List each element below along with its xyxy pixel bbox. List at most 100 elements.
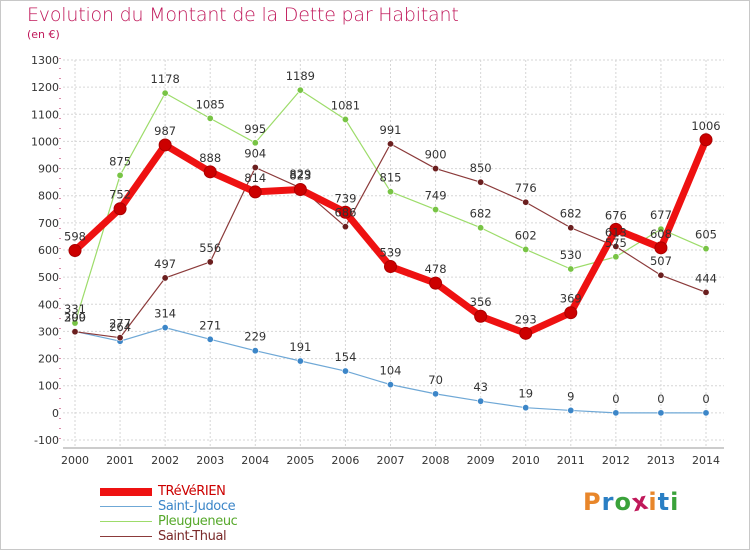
data-label: 823 [289,168,311,182]
x-tick-label: 2004 [241,454,269,467]
data-point [612,242,620,250]
data-label: 682 [560,207,582,221]
data-label: 850 [470,161,492,175]
data-label: 0 [702,392,709,406]
data-label: 613 [605,225,627,239]
proxiti-logo: Proxiti [583,487,680,518]
data-point [386,188,394,196]
legend-label: Saint-Thual [158,529,227,544]
data-point [477,224,485,232]
data-label: 300 [64,310,86,324]
y-tick-label: 1000 [31,135,59,148]
data-label: 1085 [196,97,225,111]
x-tick-label: 2013 [647,454,675,467]
data-point [657,225,665,233]
data-point [699,133,713,147]
data-point [567,406,575,414]
data-label: 575 [605,236,627,250]
data-label: 277 [109,317,131,331]
x-tick-label: 2001 [106,454,134,467]
data-point [612,253,620,261]
data-point [477,178,485,186]
y-tick-label: 900 [38,163,59,176]
legend-swatch [100,505,152,508]
data-point [68,244,82,258]
x-tick-label: 2009 [467,454,495,467]
x-tick-label: 2007 [377,454,405,467]
logo-letter: i [670,488,680,516]
data-point [293,182,307,196]
x-tick-label: 2008 [422,454,450,467]
data-point [432,165,440,173]
data-point [384,260,397,274]
legend-item: Saint-Judoce [100,499,237,514]
data-label: 104 [380,364,402,378]
x-tick-label: 2010 [512,454,540,467]
data-label: 888 [199,151,221,165]
data-label: 904 [244,146,266,160]
data-label: 331 [64,302,86,316]
data-point [116,334,124,342]
data-point [702,409,710,417]
x-tick-label: 2011 [557,454,585,467]
data-point [161,89,169,97]
legend-label: TRéVéRIEN [158,484,226,499]
x-tick-label: 2006 [331,454,359,467]
y-tick-label: 1300 [31,54,59,67]
unit-label: (en €) [27,28,60,41]
logo-letter: r [601,488,615,516]
legend-swatch [100,535,152,538]
logo-letter: i [648,488,658,516]
data-label: 497 [154,257,176,271]
data-label: 356 [470,295,492,309]
y-tick-label: 300 [38,325,59,338]
data-label: 829 [289,167,311,181]
data-label: 875 [109,154,131,168]
data-point [654,241,668,255]
data-point [432,206,440,214]
data-label: 229 [244,330,266,344]
data-label: 676 [605,208,627,222]
data-point [341,223,349,231]
legend-label: Pleugueneuc [158,514,238,529]
data-label: 314 [154,307,176,321]
legend-item: TRéVéRIEN [100,484,237,499]
data-point [71,328,79,336]
data-label: 264 [109,320,131,334]
data-label: 507 [650,254,672,268]
data-point [296,357,304,365]
y-tick-label: 1200 [31,81,59,94]
data-label: 478 [425,262,447,276]
data-label: 154 [334,350,356,364]
y-tick-label: 400 [38,298,59,311]
data-label: 608 [650,227,672,241]
data-point [477,397,485,405]
data-point [522,404,530,412]
x-tick-label: 2000 [61,454,89,467]
data-label: 1189 [286,69,315,83]
data-label: 815 [380,171,402,185]
data-point [657,271,665,279]
x-tick-label: 2002 [151,454,179,467]
data-label: 191 [289,340,311,354]
logo-letter: t [657,488,671,516]
data-label: 739 [334,191,356,205]
x-tick-label: 2012 [602,454,630,467]
data-label: 991 [380,123,402,137]
data-label: 299 [64,311,86,325]
data-label: 1178 [151,72,180,86]
legend-label: Saint-Judoce [158,499,236,514]
data-point [116,171,124,179]
data-point [206,258,214,266]
data-label: 9 [567,389,574,403]
data-label: 271 [199,318,221,332]
data-point [206,335,214,343]
data-label: 1006 [691,119,720,133]
data-point [429,276,443,290]
y-tick-label: 200 [38,353,59,366]
y-tick-label: 1100 [31,108,59,121]
y-tick-label: -100 [34,434,59,447]
data-label: 900 [425,148,447,162]
